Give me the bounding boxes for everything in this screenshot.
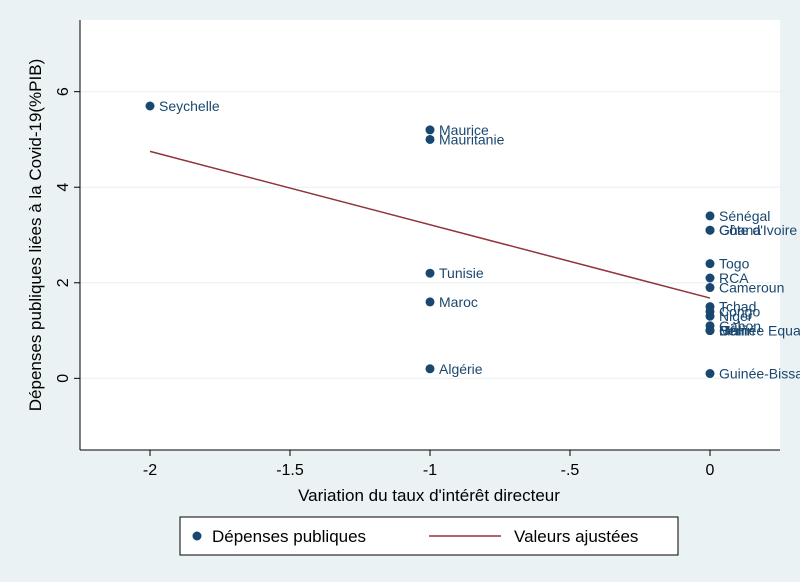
legend-marker-depenses	[192, 531, 202, 541]
point-label: RCA	[719, 270, 749, 286]
point-label: Mauritanie	[439, 131, 505, 147]
point-label: Seychelle	[159, 98, 220, 114]
plot-area	[80, 20, 780, 450]
legend-label-depenses: Dépenses publiques	[212, 527, 366, 546]
point-label: Algérie	[439, 361, 483, 377]
fitted-line	[149, 150, 711, 299]
x-tick-label: -1	[423, 462, 437, 479]
x-tick-label: -.5	[561, 462, 580, 479]
point-label: Tunisie	[439, 265, 484, 281]
point-label: Cameroun	[719, 280, 784, 296]
x-tick-label: 0	[706, 462, 715, 479]
x-tick-label: -1.5	[276, 462, 304, 479]
data-point	[425, 268, 435, 278]
data-point	[705, 369, 715, 379]
point-label: Maroc	[439, 294, 478, 310]
data-point	[145, 101, 155, 111]
data-point	[705, 259, 715, 269]
fit-line-layer	[149, 150, 711, 299]
point-label: Maurice	[439, 122, 489, 138]
data-point	[705, 326, 715, 336]
grid-layer	[80, 91, 780, 379]
point-label: Togo	[719, 256, 750, 272]
data-point	[705, 283, 715, 293]
y-tick-label: 6	[55, 87, 72, 96]
data-point	[705, 211, 715, 221]
point-label: Mali	[719, 323, 745, 339]
data-point	[425, 364, 435, 374]
point-label: Guinée Equatoriale	[719, 323, 800, 339]
x-tick-label: -2	[143, 462, 157, 479]
y-tick-label: 0	[55, 374, 72, 383]
point-label: Côte d'Ivoire	[719, 222, 797, 238]
data-point	[425, 134, 435, 144]
y-tick-label: 2	[55, 278, 72, 287]
point-label: Niger	[719, 308, 753, 324]
point-label: Guinée-Bissau	[719, 366, 800, 382]
legend-label-valeurs-ajustees: Valeurs ajustées	[514, 527, 638, 546]
legend-box	[179, 516, 679, 556]
point-label: Bénin	[719, 323, 755, 339]
y-axis-title: Dépenses publiques liées à la Covid-19(%…	[26, 59, 45, 411]
points-layer	[145, 101, 715, 379]
y-tick-label: 4	[55, 183, 72, 192]
data-point	[425, 297, 435, 307]
point-label: Sénégal	[719, 208, 770, 224]
data-point	[705, 225, 715, 235]
axis-layer: 0 2 4 6 -2 -1.5 -1 -.5 0	[55, 20, 780, 479]
data-point	[425, 125, 435, 135]
point-label: Congo	[719, 303, 760, 319]
data-point	[705, 273, 715, 283]
point-label: Tchad	[719, 299, 756, 315]
data-point	[705, 311, 715, 321]
point-label: Ghana	[719, 222, 761, 238]
point-label: Gabon	[719, 318, 761, 334]
x-axis-title: Variation du taux d'intérêt directeur	[298, 486, 560, 505]
legend: Dépenses publiques Valeurs ajustées	[179, 516, 679, 556]
